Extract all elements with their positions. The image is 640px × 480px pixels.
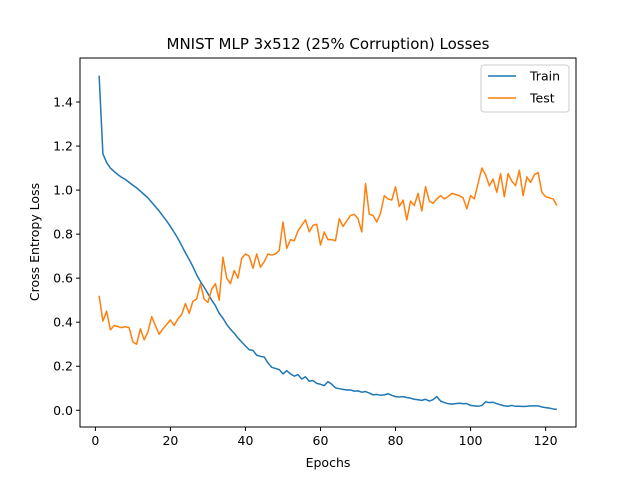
chart-title: MNIST MLP 3x512 (25% Corruption) Losses <box>167 35 490 53</box>
legend-label-train: Train <box>529 69 560 84</box>
series-line-test <box>98 167 558 345</box>
x-tick-label: 20 <box>162 433 178 448</box>
series-layer <box>98 75 558 411</box>
y-tick-label: 0.0 <box>53 403 73 418</box>
y-tick-label: 1.4 <box>53 95 73 110</box>
x-axis-ticks: 0 20 40 60 80 100 120 <box>91 427 558 448</box>
y-tick-label: 1.2 <box>53 139 73 154</box>
y-tick-label: 0.4 <box>53 315 73 330</box>
x-tick-label: 80 <box>388 433 404 448</box>
y-tick-label: 0.6 <box>53 271 73 286</box>
y-tick-label: 1.0 <box>53 183 73 198</box>
x-tick-label: 60 <box>313 433 329 448</box>
y-axis-label: Cross Entropy Loss <box>27 183 42 301</box>
legend-label-test: Test <box>529 91 555 106</box>
y-tick-label: 0.8 <box>53 227 73 242</box>
y-tick-label: 0.2 <box>53 359 73 374</box>
legend: Train Test <box>480 64 570 113</box>
x-tick-label: 40 <box>238 433 254 448</box>
x-tick-label: 0 <box>91 433 99 448</box>
x-tick-label: 120 <box>534 433 558 448</box>
x-tick-label: 100 <box>459 433 483 448</box>
plot-area: 0 20 40 60 80 100 120 0.0 0.2 0.4 0.6 0.8 1.0 1.2 1.4 <box>53 57 577 448</box>
x-axis-label: Epochs <box>306 455 351 470</box>
series-line-train <box>98 75 557 411</box>
y-axis-ticks: 0.0 0.2 0.4 0.6 0.8 1.0 1.2 1.4 <box>53 95 80 418</box>
axes-frame <box>79 57 577 428</box>
